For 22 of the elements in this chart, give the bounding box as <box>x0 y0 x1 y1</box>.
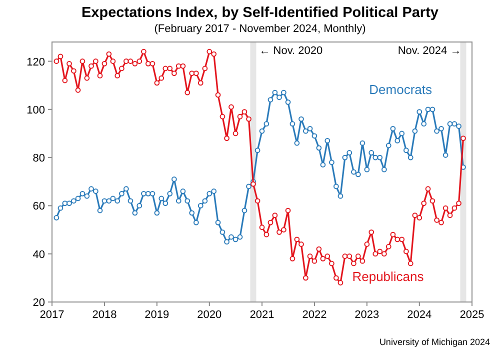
x-tick-label: 2025 <box>460 309 484 321</box>
ref-line-label: Nov. 2024 → <box>398 45 462 57</box>
x-tick-label: 2021 <box>250 309 274 321</box>
series-label: Republicans <box>352 269 424 284</box>
chart-title: Expectations Index, by Self-Identified Political Party <box>82 5 438 21</box>
x-tick-label: 2020 <box>197 309 222 321</box>
x-tick-label: 2018 <box>92 309 117 321</box>
ref-line-label: ← Nov. 2020 <box>259 45 323 57</box>
y-tick-label: 100 <box>26 104 45 116</box>
text: University of Michigan 2024 <box>379 337 490 347</box>
y-tick-label: 120 <box>26 56 45 68</box>
y-tick-label: 40 <box>32 248 45 261</box>
x-tick-label: 2019 <box>144 309 170 321</box>
y-tick-label: 80 <box>32 152 45 165</box>
x-tick-label: 2023 <box>354 309 380 321</box>
series-label: Democrats <box>369 82 433 97</box>
x-tick-label: 2022 <box>302 309 327 321</box>
y-tick-label: 60 <box>32 200 45 213</box>
x-tick-label: 2024 <box>407 309 432 321</box>
chart-subtitle: (February 2017 - November 2024, Monthly) <box>154 23 366 35</box>
y-tick-label: 20 <box>32 297 45 309</box>
x-tick-label: 2017 <box>40 309 64 321</box>
